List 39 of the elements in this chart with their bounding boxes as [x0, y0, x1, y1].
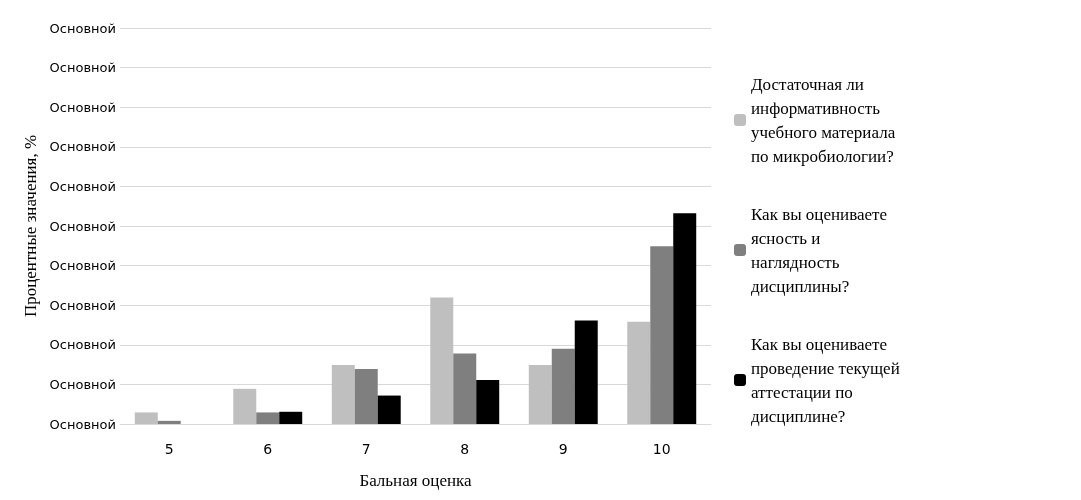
bar	[528, 365, 552, 424]
legend-label: Как вы оцениваете проведение текущей аттестации по дисциплине?	[751, 334, 905, 426]
text: Основной	[49, 416, 116, 432]
legend-label: Как вы оцениваете ясность и наглядность дисциплины?	[751, 204, 892, 296]
x-tick-label: 10	[652, 441, 671, 457]
x-tick-label: 9	[558, 441, 568, 457]
text: Основной	[49, 218, 116, 234]
text: Основной	[49, 178, 116, 194]
y-axis-title: Процентные значения, %	[20, 134, 40, 318]
x-tick-label: 8	[460, 441, 470, 457]
text: Основной	[49, 139, 116, 155]
bar	[134, 412, 158, 424]
text: Основной	[49, 258, 116, 274]
bar	[551, 348, 575, 424]
bar	[233, 388, 257, 424]
bar	[673, 213, 697, 424]
bar	[354, 369, 378, 424]
bar	[430, 297, 454, 424]
bar	[627, 321, 651, 424]
text: Основной	[49, 99, 116, 115]
bar	[453, 353, 477, 424]
x-tick-label: 6	[263, 441, 273, 457]
bar	[157, 420, 181, 424]
bar	[256, 412, 280, 424]
text: Основной	[49, 337, 116, 353]
text: Основной	[49, 376, 116, 392]
text: Основной	[49, 60, 116, 76]
bar	[279, 411, 303, 424]
bar	[377, 395, 401, 424]
bar	[331, 365, 355, 424]
x-axis-title: Бальная оценка	[359, 471, 473, 490]
text: Основной	[49, 20, 116, 36]
x-tick-label: 7	[361, 441, 371, 457]
bar	[650, 246, 674, 424]
legend-label: Достаточная ли информативность учебного материала по микробиологии?	[751, 74, 900, 166]
x-tick-label: 5	[164, 441, 174, 457]
bar	[476, 379, 500, 424]
text: Основной	[49, 297, 116, 313]
bar	[574, 320, 598, 424]
